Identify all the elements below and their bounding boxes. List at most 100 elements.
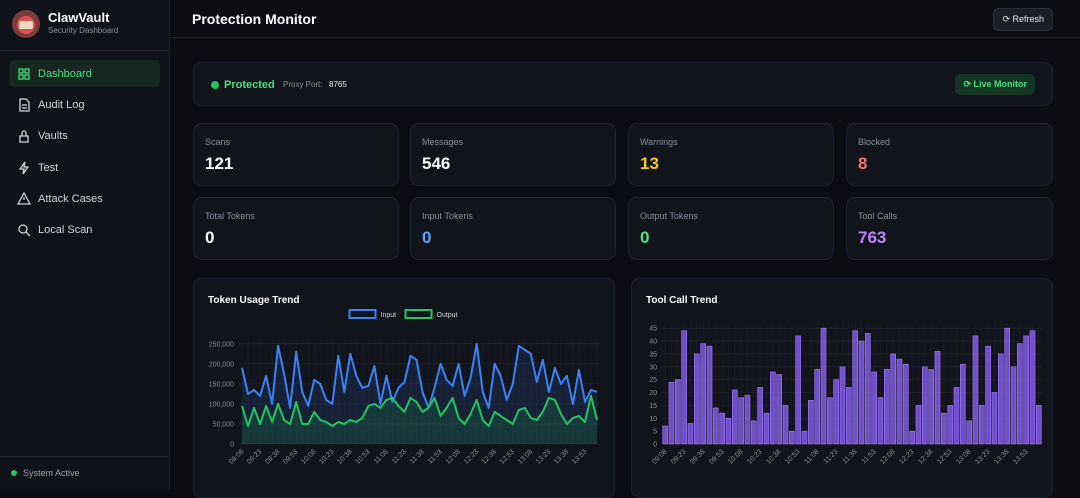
y-tick-label: 10 <box>649 416 657 423</box>
y-tick-label: 100,000 <box>209 401 234 408</box>
x-tick-label: 09:53 <box>708 448 725 465</box>
bar <box>675 379 681 445</box>
bar <box>668 381 675 445</box>
header: Protection Monitor ⟳ Refresh <box>171 0 1080 38</box>
bar <box>776 374 782 445</box>
chart: 0 50,000 100,000 150,000 200,000 250,000 09:08… <box>209 309 600 466</box>
nav-item[interactable]: Attack Cases <box>9 185 160 212</box>
bar <box>884 369 890 445</box>
bar <box>1029 330 1036 445</box>
bar <box>795 335 801 445</box>
bar <box>706 345 713 445</box>
legend-label: Input <box>381 312 397 319</box>
bar <box>732 389 738 445</box>
chart-panel: Token Usage Trend 0 50,000 100,000 150,000 2… <box>193 278 615 498</box>
chart-title: Tool Call Trend <box>646 295 718 306</box>
bar <box>751 420 757 445</box>
y-tick-label: 0 <box>653 442 657 449</box>
stat-value: 763 <box>858 228 887 247</box>
bar <box>953 387 960 445</box>
bar <box>1004 327 1010 445</box>
bar <box>827 397 833 445</box>
x-tick-label: 11:08 <box>804 448 821 465</box>
bar <box>871 371 877 445</box>
stat-label: Scans <box>205 137 231 147</box>
bar <box>915 405 922 445</box>
bar <box>960 363 966 445</box>
stat-value: 546 <box>422 154 451 173</box>
protection-state: Protected <box>224 79 275 91</box>
bar <box>896 358 903 445</box>
series-area <box>242 343 597 444</box>
nav-label: Dashboard <box>38 68 92 80</box>
x-tick-label: 13:53 <box>1012 448 1029 465</box>
bar <box>725 418 732 445</box>
x-tick-label: 11:53 <box>861 448 878 465</box>
legend-swatch <box>348 309 377 319</box>
nav-label: Test <box>38 161 59 174</box>
nav-item[interactable]: Test <box>9 154 160 181</box>
bar <box>846 387 852 445</box>
sidebar: ClawVault Security Dashboard Dashboard Au… <box>0 0 170 489</box>
y-tick-label: 40 <box>649 339 657 346</box>
x-tick-label: 12:08 <box>879 448 896 465</box>
stat-card: Output Tokens 0 <box>628 197 834 260</box>
x-tick-label: 11:53 <box>427 448 444 465</box>
stat-value: 13 <box>640 154 659 173</box>
bar <box>713 407 719 445</box>
stat-value: 0 <box>205 228 215 247</box>
nav-item[interactable]: Vaults <box>9 122 160 149</box>
stat-card: Blocked 8 <box>846 123 1053 186</box>
bar <box>700 343 706 445</box>
bar <box>903 363 909 445</box>
nav-label: Attack Cases <box>38 192 103 205</box>
x-tick-label: 10:53 <box>354 448 371 465</box>
y-tick-label: 35 <box>649 351 657 358</box>
series-line <box>241 342 598 409</box>
live-monitor-button[interactable]: ⟳ Live Monitor <box>955 74 1035 95</box>
system-status: System Active <box>11 468 80 478</box>
bar <box>833 379 839 445</box>
bar <box>858 340 865 445</box>
nav-icon <box>18 68 30 80</box>
bar <box>801 430 808 445</box>
x-tick-label: 11:23 <box>391 448 408 465</box>
bar <box>782 405 789 445</box>
nav-icon <box>18 224 31 237</box>
bar <box>890 353 896 445</box>
bar <box>757 387 763 445</box>
x-tick-label: 09:53 <box>282 448 299 465</box>
bar <box>991 392 998 445</box>
nav-item[interactable]: Local Scan <box>9 216 160 243</box>
nav-item[interactable]: Dashboard <box>9 60 160 87</box>
y-tick-label: 15 <box>649 403 657 410</box>
bar <box>928 369 934 445</box>
nav-label: Local Scan <box>38 224 93 236</box>
x-tick-label: 13:08 <box>517 448 534 465</box>
x-tick-label: 11:38 <box>842 448 859 465</box>
x-tick-label: 13:53 <box>571 448 588 465</box>
x-tick-label: 13:08 <box>955 448 972 465</box>
bar <box>808 399 814 445</box>
bar <box>719 412 725 445</box>
x-tick-label: 10:38 <box>336 448 353 465</box>
bar <box>947 405 953 445</box>
x-tick-label: 13:38 <box>553 448 570 465</box>
x-tick-label: 09:08 <box>228 448 245 465</box>
x-tick-label: 10:53 <box>784 448 801 465</box>
x-tick-label: 11:08 <box>373 448 390 465</box>
refresh-button[interactable]: ⟳ Refresh <box>993 8 1053 31</box>
bar <box>1023 335 1029 445</box>
x-tick-label: 12:53 <box>499 448 516 465</box>
nav-item[interactable]: Audit Log <box>9 91 160 118</box>
bar <box>865 333 871 445</box>
brand-subtitle: Security Dashboard <box>48 26 119 35</box>
nav-icon <box>19 98 30 112</box>
nav-icon <box>19 130 29 144</box>
bar <box>985 345 991 445</box>
bar <box>820 327 827 445</box>
bar <box>979 405 985 445</box>
x-tick-label: 09:08 <box>651 448 668 465</box>
x-tick-label: 12:38 <box>917 448 934 465</box>
